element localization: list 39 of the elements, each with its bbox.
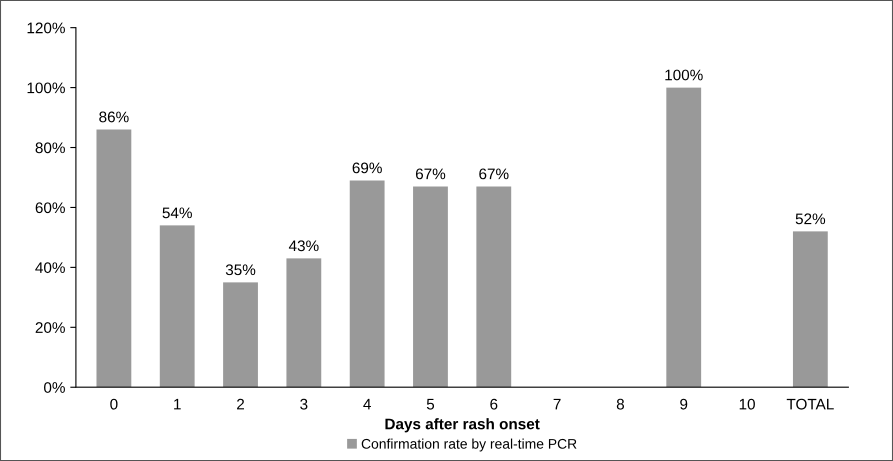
x-tick-label: 10: [740, 398, 755, 410]
y-tick-label: 100%: [28, 82, 65, 94]
y-tick-label: 120%: [28, 22, 65, 34]
x-tick-label: 6: [490, 398, 498, 410]
x-tick-label: 8: [616, 398, 624, 410]
x-tick-label: 4: [363, 398, 371, 410]
bar: [350, 180, 385, 388]
bar: [286, 258, 322, 388]
bar: [476, 186, 512, 388]
x-tick-label: 2: [237, 398, 244, 410]
bar: [160, 225, 195, 388]
legend-label: Confirmation rate by real-time PCR: [362, 438, 576, 452]
data-label: 69%: [352, 162, 382, 174]
data-label: 35%: [226, 264, 256, 276]
data-label: 67%: [479, 168, 509, 180]
y-tick-label: 20%: [36, 322, 65, 333]
data-label: 100%: [665, 70, 703, 80]
y-tick-label: 40%: [35, 262, 65, 274]
bar: [96, 130, 132, 388]
bar: [792, 231, 828, 388]
data-label: 86%: [99, 112, 129, 122]
x-tick-label: 9: [680, 398, 688, 410]
x-tick-label: 1: [174, 398, 181, 410]
data-label: 67%: [416, 168, 446, 180]
data-label: 52%: [796, 213, 826, 224]
y-tick-label: 0%: [44, 382, 65, 393]
x-axis-title: Days after rash onset: [385, 418, 540, 432]
data-label: 43%: [288, 240, 319, 252]
bar: [413, 186, 448, 388]
data-label: 54%: [162, 207, 192, 218]
x-tick-label: 5: [426, 398, 434, 410]
x-tick-label: 7: [554, 398, 561, 410]
bar: [666, 88, 702, 388]
x-tick-label: 3: [300, 398, 308, 410]
y-tick-label: 80%: [36, 142, 65, 154]
x-tick-label: TOTAL: [786, 398, 834, 410]
bar: [223, 282, 258, 388]
y-tick-label: 60%: [36, 202, 65, 214]
x-tick-label: 0: [110, 398, 118, 410]
